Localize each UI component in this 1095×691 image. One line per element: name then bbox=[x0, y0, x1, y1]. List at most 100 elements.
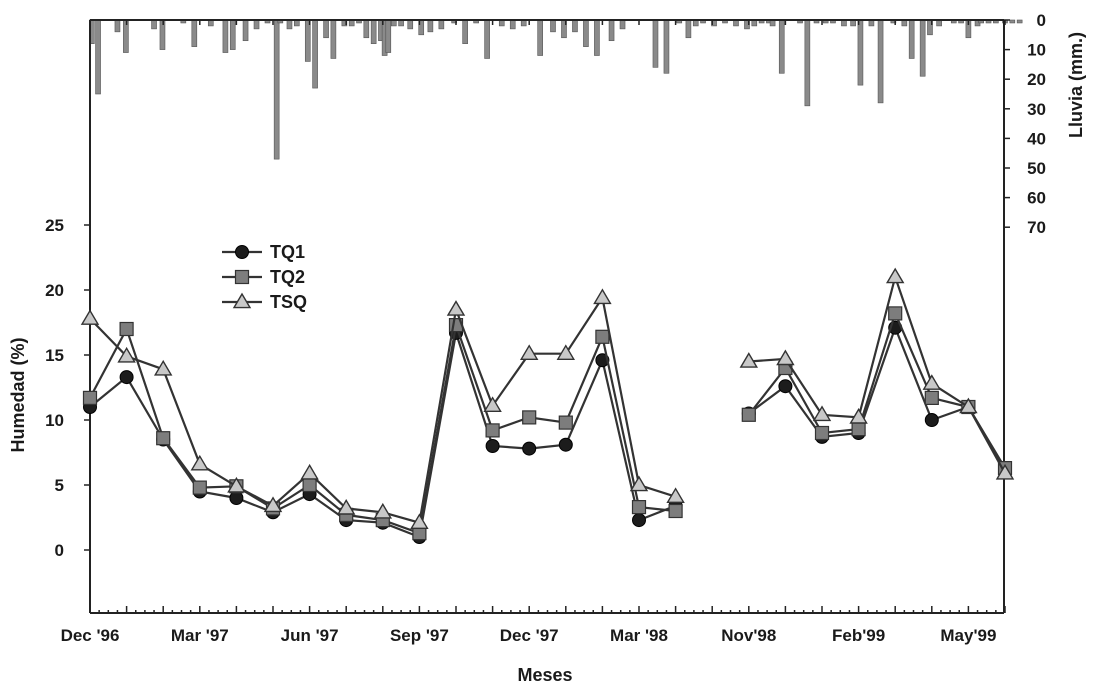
triangle-marker bbox=[227, 476, 246, 493]
circle-marker bbox=[119, 370, 134, 385]
triangle-marker bbox=[666, 487, 685, 503]
x-tick-label: May'99 bbox=[940, 626, 996, 645]
rainfall-bar bbox=[370, 19, 377, 44]
square-marker bbox=[631, 500, 647, 515]
rainfall-bar bbox=[857, 19, 864, 86]
rainfall-bar bbox=[407, 19, 414, 30]
rainfall-bar bbox=[1016, 19, 1023, 24]
rainfall-bar bbox=[908, 19, 915, 59]
rainfall-bar bbox=[619, 19, 626, 30]
triangle-marker bbox=[336, 499, 356, 515]
circle-marker bbox=[485, 439, 500, 453]
rainfall-bar bbox=[312, 19, 318, 89]
rainfall-bar bbox=[427, 19, 434, 33]
rainfall-bar bbox=[253, 19, 260, 30]
x-tick-label: Dec '97 bbox=[500, 626, 559, 645]
legend-label: TQ2 bbox=[270, 267, 305, 287]
series-layer bbox=[80, 267, 1015, 544]
rainfall-bar bbox=[804, 19, 811, 107]
square-marker bbox=[156, 431, 171, 446]
series-tsq bbox=[80, 267, 1015, 529]
rainfall-bar bbox=[663, 19, 670, 74]
triangle-marker bbox=[80, 309, 100, 325]
y2-tick-label: 70 bbox=[1027, 218, 1046, 237]
triangle-marker bbox=[593, 288, 612, 305]
square-marker bbox=[814, 425, 830, 441]
rainfall-bar bbox=[286, 19, 293, 30]
y2-tick-label: 10 bbox=[1027, 41, 1046, 60]
triangle-marker bbox=[117, 346, 136, 363]
x-tick-label: Feb'99 bbox=[832, 626, 885, 645]
triangle-marker bbox=[556, 344, 576, 360]
triangle-marker bbox=[519, 344, 539, 360]
y-tick-label: 5 bbox=[55, 476, 64, 495]
square-marker bbox=[888, 306, 903, 321]
square-marker bbox=[924, 390, 939, 405]
rainfall-bar bbox=[242, 19, 249, 42]
axes: 0 5 10 15 20 25 0 10 20 30 40 50 60 70 Dec '96 Mar '97 J… bbox=[45, 11, 1046, 645]
rainfall-bar bbox=[330, 19, 337, 59]
series-line bbox=[748, 273, 1006, 474]
y2-tick-label: 60 bbox=[1027, 189, 1046, 208]
square-marker bbox=[851, 422, 866, 437]
y-tick-label: 10 bbox=[45, 411, 64, 430]
rainfall-bar bbox=[151, 19, 157, 30]
rainfall-bar bbox=[222, 19, 229, 53]
y-tick-label: 25 bbox=[45, 216, 64, 235]
square-marker bbox=[668, 503, 683, 519]
rainfall-bar bbox=[95, 19, 101, 95]
series-line bbox=[89, 320, 676, 535]
triangle-marker bbox=[483, 396, 502, 412]
circle-marker bbox=[558, 437, 573, 452]
triangle-marker bbox=[812, 405, 832, 422]
square-marker bbox=[558, 415, 573, 430]
y-tick-label: 20 bbox=[45, 281, 64, 300]
rainfall-bar bbox=[1009, 19, 1016, 24]
triangle-marker bbox=[849, 408, 868, 424]
series-tq2 bbox=[82, 306, 1013, 541]
rainfall-bar bbox=[484, 19, 490, 59]
series-line bbox=[89, 294, 676, 525]
triangle-marker bbox=[922, 374, 942, 390]
triangle-marker bbox=[153, 359, 173, 376]
circle-marker bbox=[229, 491, 244, 505]
legend-marker bbox=[235, 245, 249, 259]
circle-marker bbox=[632, 513, 646, 528]
circle-marker bbox=[522, 441, 537, 456]
triangle-marker bbox=[629, 475, 649, 492]
rainfall-bar bbox=[191, 19, 198, 47]
x-tick-label: Mar '98 bbox=[610, 626, 668, 645]
square-marker bbox=[302, 477, 317, 493]
rainfall-bar bbox=[685, 19, 692, 39]
square-marker bbox=[741, 407, 756, 422]
rainfall-bar bbox=[778, 19, 785, 74]
x-axis-title: Meses bbox=[517, 665, 572, 685]
triangle-marker bbox=[190, 454, 210, 471]
y-axis-title: Humedad (%) bbox=[8, 337, 28, 452]
rainfall-bar bbox=[537, 19, 543, 56]
square-marker bbox=[192, 480, 207, 495]
triangle-marker bbox=[446, 300, 466, 316]
rainfall-bar bbox=[114, 19, 121, 33]
y2-tick-label: 0 bbox=[1037, 11, 1046, 30]
triangle-marker bbox=[373, 502, 393, 519]
y2-tick-label: 50 bbox=[1027, 159, 1046, 178]
x-tick-label: Nov'98 bbox=[721, 626, 776, 645]
x-tick-label: Jun '97 bbox=[281, 626, 339, 645]
rainfall-bar bbox=[583, 19, 589, 47]
triangle-marker bbox=[885, 267, 905, 284]
rainfall-bar bbox=[919, 19, 926, 77]
rainfall-bar bbox=[323, 19, 329, 39]
square-marker bbox=[485, 423, 500, 438]
rainfall-bar bbox=[608, 19, 615, 42]
legend-marker bbox=[234, 269, 250, 285]
triangle-marker bbox=[739, 352, 759, 368]
rainfall-bar bbox=[385, 19, 392, 53]
rainfall-bar bbox=[509, 19, 516, 30]
legend-label: TQ1 bbox=[270, 242, 305, 262]
square-marker bbox=[119, 321, 134, 337]
legend-label: TSQ bbox=[270, 292, 307, 312]
y2-tick-label: 20 bbox=[1027, 70, 1046, 89]
square-marker bbox=[82, 390, 98, 405]
